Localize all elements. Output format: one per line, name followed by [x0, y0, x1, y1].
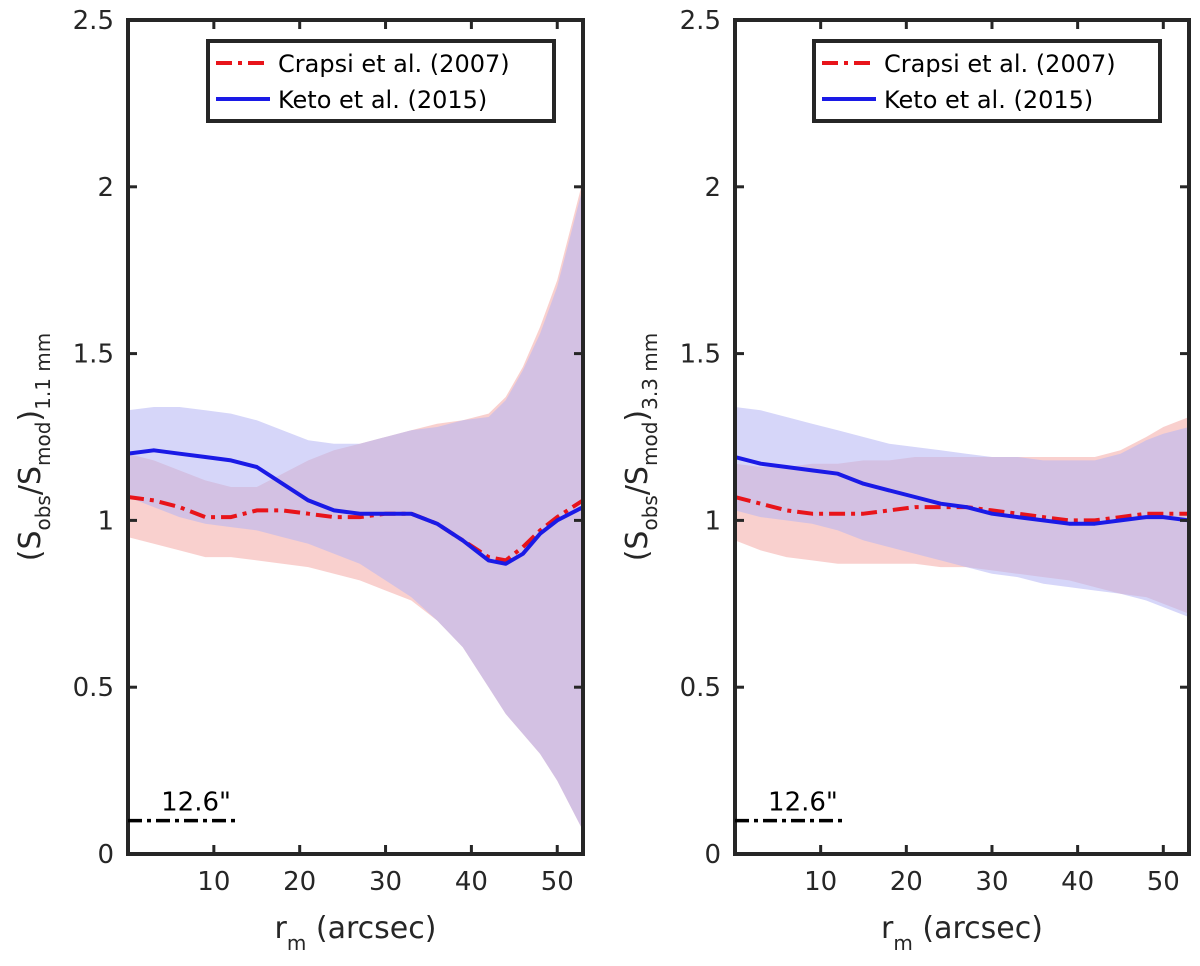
y-axis-label-sub1: obs: [31, 495, 55, 530]
y-axis-label-sub3: 3.3 mm: [638, 333, 662, 410]
x-tick-label: 30: [369, 867, 402, 897]
x-axis-label-rest: (arcsec): [913, 911, 1043, 946]
x-axis-label: rm (arcsec): [275, 911, 437, 955]
x-axis-label-main: r: [275, 911, 288, 946]
keto-uncertainty-band: [128, 186, 583, 831]
scale-bar-label: 12.6": [768, 788, 838, 818]
y-axis-label-sub2: mod: [638, 422, 662, 466]
y-axis-label-sub1: obs: [638, 495, 662, 530]
x-tick-label: 50: [1147, 867, 1180, 897]
keto-line: [735, 455, 1189, 526]
legend: Crapsi et al. (2007) Keto et al. (2015): [206, 39, 556, 123]
axes-frame: [733, 18, 1191, 856]
y-tick-label: 0.5: [73, 673, 114, 703]
y-tick-label: 1: [704, 506, 721, 536]
keto-legend-label: Keto et al. (2015): [884, 86, 1093, 114]
x-tick-label: 40: [455, 867, 488, 897]
y-axis-label: (Sobs/Smod)3.3 mm: [620, 333, 662, 562]
y-tick-label: 1: [97, 506, 114, 536]
legend: Crapsi et al. (2007) Keto et al. (2015): [812, 39, 1162, 123]
legend-box: [206, 39, 556, 123]
keto-uncertainty-band: [735, 407, 1189, 618]
keto-line: [128, 448, 583, 566]
legend-box: [812, 39, 1162, 123]
y-tick-label: 2: [97, 173, 114, 203]
y-axis-label-close: ): [620, 410, 655, 422]
y-tick-label: 1.5: [73, 340, 114, 370]
x-tick-label: 50: [541, 867, 574, 897]
y-axis-label-close: ): [13, 410, 48, 422]
y-axis-label: (Sobs/Smod)1.1 mm: [13, 333, 55, 562]
y-axis-label-slash: /S: [620, 466, 655, 495]
plot-area: [735, 407, 1189, 618]
x-tick-label: 40: [1061, 867, 1094, 897]
y-axis-label-open: (S: [13, 531, 48, 562]
y-tick-label: 2: [704, 173, 721, 203]
crapsi-legend-label: Crapsi et al. (2007): [884, 50, 1116, 78]
x-tick-label: 20: [890, 867, 923, 897]
scale-bar-label: 12.6": [161, 788, 231, 818]
y-tick-label: 0: [704, 840, 721, 870]
y-axis-label-open: (S: [620, 531, 655, 562]
y-tick-label: 2.5: [680, 6, 721, 36]
x-axis-label-main: r: [881, 911, 894, 946]
right-panel: 10 20 30 40 50 0 0.5 1 1.5 2 2.5 rm (arcsec) (Sobs/S…: [620, 6, 1191, 955]
x-axis-label-sub: m: [287, 931, 306, 955]
x-axis-label-rest: (arcsec): [306, 911, 436, 946]
x-tick-label: 10: [804, 867, 837, 897]
y-tick-label: 0.5: [680, 673, 721, 703]
plot-area: [128, 180, 583, 831]
y-tick-label: 1.5: [680, 340, 721, 370]
y-tick-label: 2.5: [73, 6, 114, 36]
y-tick-label: 0: [97, 840, 114, 870]
left-panel: 10 20 30 40 50 0 0.5 1 1.5 2 2.5 rm (arcsec) (Sobs/S…: [13, 6, 585, 955]
crapsi-legend-label: Crapsi et al. (2007): [278, 50, 510, 78]
y-axis-label-slash: /S: [13, 466, 48, 495]
x-axis-label-sub: m: [893, 931, 912, 955]
keto-legend-label: Keto et al. (2015): [278, 86, 487, 114]
x-tick-label: 30: [975, 867, 1008, 897]
y-axis-label-sub2: mod: [31, 422, 55, 466]
x-tick-label: 20: [283, 867, 316, 897]
x-axis-label: rm (arcsec): [881, 911, 1043, 955]
y-axis-label-sub3: 1.1 mm: [31, 333, 55, 410]
x-tick-label: 10: [197, 867, 230, 897]
axes-frame: [126, 18, 585, 856]
